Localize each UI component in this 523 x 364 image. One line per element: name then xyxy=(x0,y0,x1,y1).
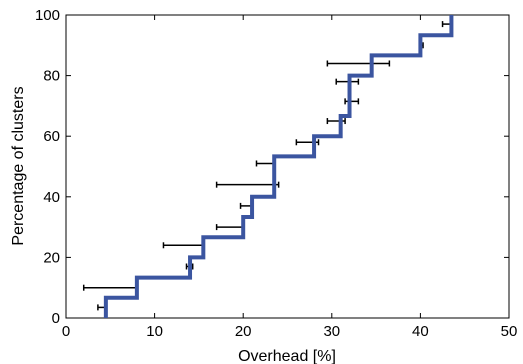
x-tick-label: 40 xyxy=(412,323,429,340)
x-tick-label: 10 xyxy=(146,323,163,340)
x-tick-label: 20 xyxy=(235,323,252,340)
y-tick-label: 0 xyxy=(52,310,60,327)
y-tick-label: 20 xyxy=(43,249,60,266)
x-tick-label: 50 xyxy=(501,323,518,340)
x-tick-label: 30 xyxy=(323,323,340,340)
cdf-step-line xyxy=(103,15,454,318)
y-tick-label: 60 xyxy=(43,128,60,145)
x-tick-label: 0 xyxy=(62,323,70,340)
axis-ticks: 0 10 20 30 40 50 0 20 40 60 80 100 xyxy=(35,7,517,340)
plot-area xyxy=(65,14,510,319)
y-tick-label: 100 xyxy=(35,7,60,24)
y-tick-label: 40 xyxy=(43,189,60,206)
y-axis-label: Percentage of clusters xyxy=(10,86,27,245)
x-axis-label: Overhead [%] xyxy=(238,348,336,364)
y-tick-label: 80 xyxy=(43,68,60,85)
